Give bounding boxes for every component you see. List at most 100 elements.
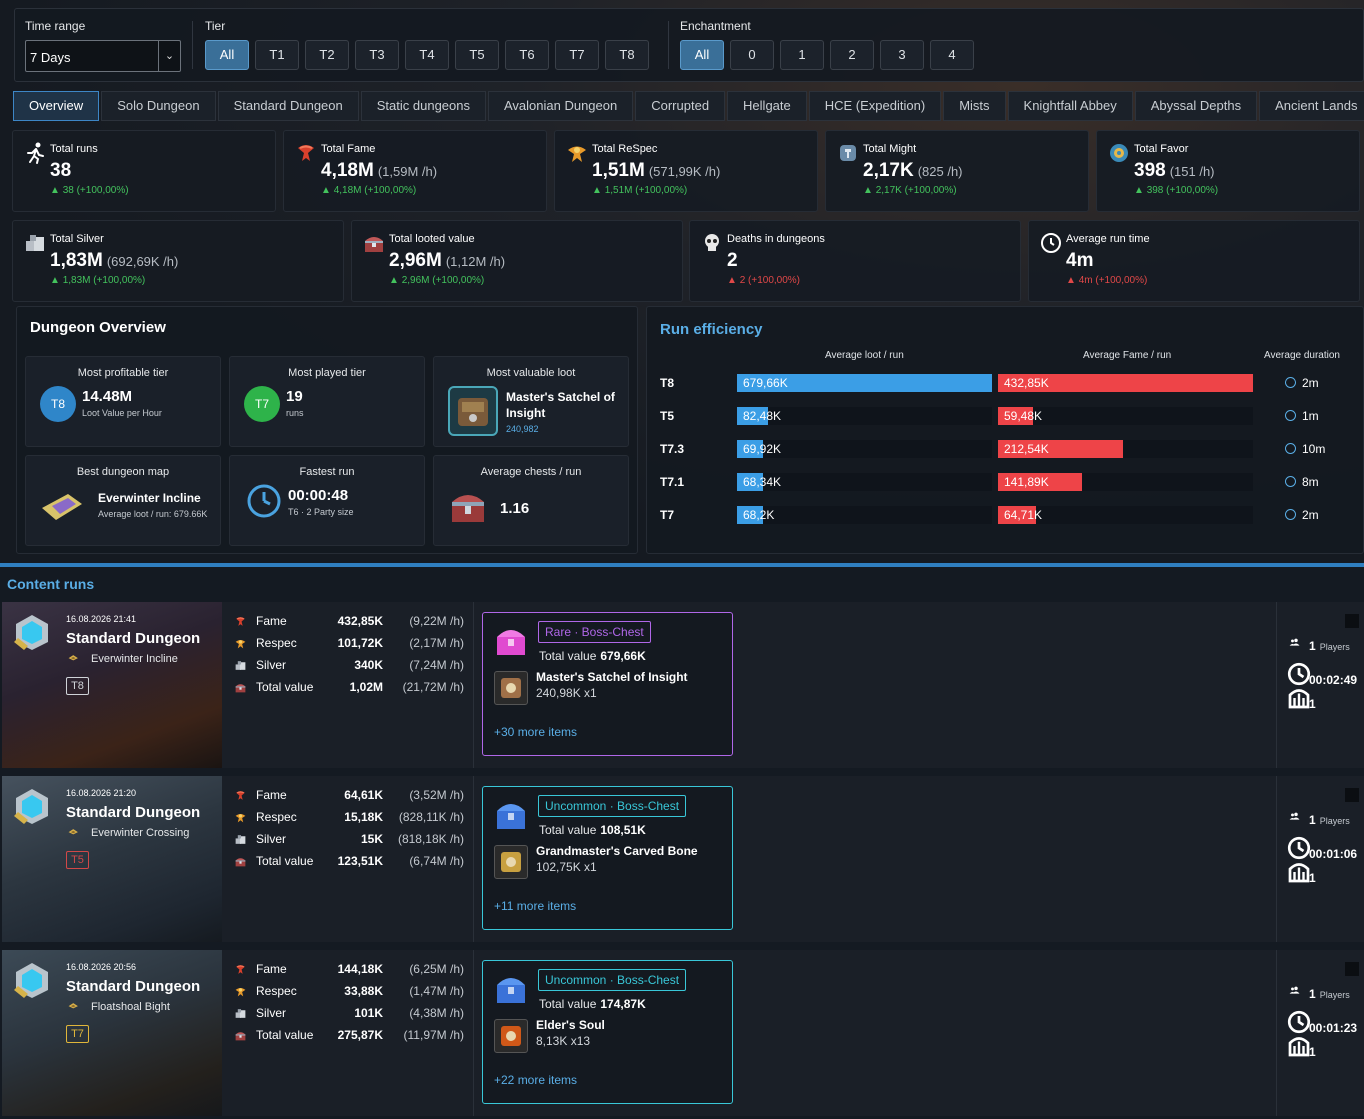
stat-value: 398 (151 /h) <box>1134 160 1215 182</box>
players-count: 1 Players <box>1287 638 1350 653</box>
tier-button-t4[interactable]: T4 <box>405 40 449 70</box>
enchant-button-4[interactable]: 4 <box>930 40 974 70</box>
run-meta: 1 Players 00:01:23 1 <box>1276 950 1364 1116</box>
enchant-button-1[interactable]: 1 <box>780 40 824 70</box>
loot-bar <box>737 440 764 458</box>
stat-rate: (1,59M /h) <box>377 164 438 179</box>
tab-standard-dungeon[interactable]: Standard Dungeon <box>217 91 359 121</box>
loot-card[interactable]: Uncommon · Boss-Chest Total value 108,51K G… <box>482 786 733 930</box>
more-items-link[interactable]: +30 more items <box>494 725 578 739</box>
card-title: Most valuable loot <box>486 367 576 379</box>
duration: 10m <box>1285 442 1325 456</box>
tab-knightfall-abbey[interactable]: Knightfall Abbey <box>1007 91 1133 121</box>
tier-group: Tier All T1 T2 T3 T4 T5 T6 T7 T8 <box>205 19 649 70</box>
tab-hce-expedition[interactable]: HCE (Expedition) <box>808 91 942 121</box>
stat-row-fame: Fame 432,85K (9,22M /h) <box>234 614 470 630</box>
stat-main: 38 <box>50 160 72 181</box>
timer-icon <box>1287 1010 1311 1034</box>
delta-text: 1,83M (+100,00%) <box>62 275 146 286</box>
more-items-link[interactable]: +22 more items <box>494 1073 578 1087</box>
panel-title: Run efficiency <box>660 321 763 338</box>
run-stats: Fame 432,85K (9,22M /h) Respec 101,72K (2,17M… <box>224 602 474 768</box>
stat-value: 1,83M (692,69K /h) <box>50 250 178 272</box>
enchant-button-3[interactable]: 3 <box>880 40 924 70</box>
fame-bar <box>998 506 1037 524</box>
party-value: 1 <box>1309 697 1316 711</box>
duration-value: 2m <box>1302 376 1319 390</box>
tab-avalonian-dungeon[interactable]: Avalonian Dungeon <box>487 91 634 121</box>
tier-badge: T8 <box>66 677 89 695</box>
chest-total-value: Total value 108,51K <box>539 823 646 837</box>
enchant-button-all[interactable]: All <box>680 40 724 70</box>
enchant-button-0[interactable]: 0 <box>730 40 774 70</box>
fame-bar-track: 212,54K <box>998 440 1253 458</box>
tier-button-t3[interactable]: T3 <box>355 40 399 70</box>
stat-rate: (825 /h) <box>917 164 963 179</box>
run-card[interactable]: 16.08.2026 21:41 Standard Dungeon Everwint… <box>2 602 1364 768</box>
duration: 2m <box>1285 376 1319 390</box>
time-range-select[interactable]: 7 Days ⌄ <box>25 40 181 72</box>
stat-label: Total Fame <box>321 143 376 155</box>
col-header-duration: Average duration <box>1264 350 1340 361</box>
stat-value: 340K <box>354 658 383 672</box>
run-card[interactable]: 16.08.2026 21:20 Standard Dungeon Everwint… <box>2 776 1364 942</box>
run-card[interactable]: 16.08.2026 20:56 Standard Dungeon Floatsho… <box>2 950 1364 1116</box>
players-count: 1 Players <box>1287 812 1350 827</box>
tab-hellgate[interactable]: Hellgate <box>727 91 807 121</box>
duration-value: 00:02:49 <box>1309 673 1358 687</box>
fame-icon <box>234 615 247 628</box>
tier-button-t5[interactable]: T5 <box>455 40 499 70</box>
tab-corrupted[interactable]: Corrupted <box>635 91 726 121</box>
chest-total-value: Total value 679,66K <box>539 649 646 663</box>
stat-label: Total value <box>256 1028 314 1042</box>
loot-card[interactable]: Uncommon · Boss-Chest Total value 174,87K E… <box>482 960 733 1104</box>
stat-row-fame: Fame 144,18K (6,25M /h) <box>234 962 470 978</box>
select-checkbox[interactable] <box>1345 788 1359 802</box>
enchant-label: Enchantment <box>680 19 751 33</box>
select-checkbox[interactable] <box>1345 614 1359 628</box>
tab-ancient-lands[interactable]: Ancient Lands <box>1259 91 1364 121</box>
stat-main: 398 <box>1134 160 1166 181</box>
tier-button-t8[interactable]: T8 <box>605 40 649 70</box>
stat-row-fame: Fame 64,61K (3,52M /h) <box>234 788 470 804</box>
stat-rate: (6,74M /h) <box>409 854 464 868</box>
stat-value: 15K <box>360 832 383 846</box>
favor-icon <box>1107 141 1131 165</box>
tab-solo-dungeon[interactable]: Solo Dungeon <box>101 91 216 121</box>
total-value-label: Total value <box>539 649 597 663</box>
map-name: Everwinter Incline <box>98 491 201 505</box>
tier-button-t1[interactable]: T1 <box>255 40 299 70</box>
run-duration: 00:01:06 <box>1287 836 1357 861</box>
stat-value: 2 <box>727 250 738 272</box>
delta-text: 2 (+100,00%) <box>739 275 801 286</box>
stat-value: 33,88K <box>344 984 383 998</box>
loot-card[interactable]: Rare · Boss-Chest Total value 679,66K Maste… <box>482 612 733 756</box>
stat-value: 1,51M (571,99K /h) <box>592 160 720 182</box>
stat-label: Total Might <box>863 143 917 155</box>
loot-bar-track: 68,2K <box>737 506 992 524</box>
delta-text: 2,96M (+100,00%) <box>401 275 485 286</box>
stat-label: Total looted value <box>389 233 475 245</box>
tab-static-dungeons[interactable]: Static dungeons <box>360 91 486 121</box>
tab-abyssal-depths[interactable]: Abyssal Depths <box>1134 91 1258 121</box>
fame-icon <box>234 963 247 976</box>
delta-text: 4m (+100,00%) <box>1078 275 1148 286</box>
item-quantity: 102,75K x1 <box>536 860 597 874</box>
stat-value: 2,17K (825 /h) <box>863 160 963 182</box>
more-items-link[interactable]: +11 more items <box>494 899 577 913</box>
stat-label: Total ReSpec <box>592 143 658 155</box>
panel-title: Dungeon Overview <box>30 319 166 336</box>
tab-mists[interactable]: Mists <box>943 91 1006 121</box>
loot-bar-track: 82,48K <box>737 407 992 425</box>
loot-name: Master's Satchel of Insight <box>506 390 615 420</box>
select-checkbox[interactable] <box>1345 962 1359 976</box>
delta-arrow-icon: ▲ <box>1066 275 1079 286</box>
delta-arrow-icon: ▲ <box>863 185 876 196</box>
tier-button-t7[interactable]: T7 <box>555 40 599 70</box>
tier-button-all[interactable]: All <box>205 40 249 70</box>
tier-button-t6[interactable]: T6 <box>505 40 549 70</box>
item-quantity: 8,13K x13 <box>536 1034 591 1048</box>
tier-button-t2[interactable]: T2 <box>305 40 349 70</box>
tab-overview[interactable]: Overview <box>13 91 100 121</box>
enchant-button-2[interactable]: 2 <box>830 40 874 70</box>
